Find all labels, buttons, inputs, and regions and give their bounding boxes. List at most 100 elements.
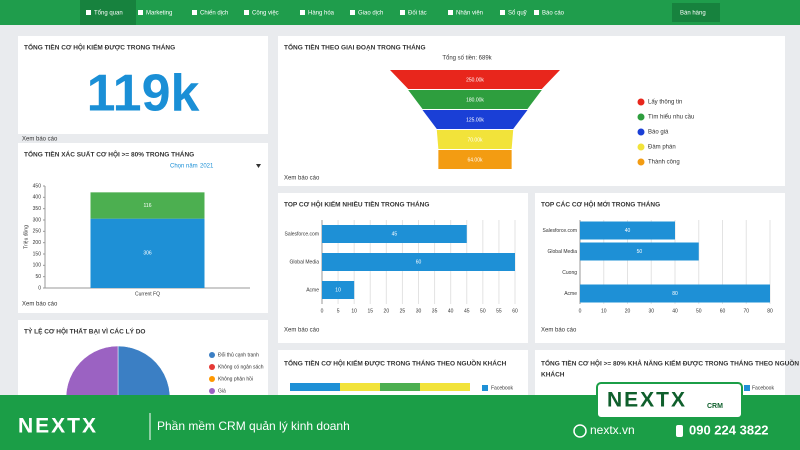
panel-title: TỔNG TIỀN CƠ HỘI KIẾM ĐƯỢC TRONG THÁNG T… (284, 358, 507, 368)
globe-icon (573, 424, 587, 438)
y-tick-label: 250 (33, 229, 42, 235)
nav-icon (534, 10, 539, 15)
nav-icon (400, 10, 405, 15)
kpi-value: 119k (87, 65, 200, 123)
select-value[interactable]: 2021 (200, 164, 214, 170)
nav-icon (300, 10, 305, 15)
nav-item[interactable]: Báo cáo (542, 11, 565, 17)
x-tick-label: 70 (743, 308, 749, 314)
nav-item[interactable]: Nhân viên (456, 11, 483, 17)
bar (322, 225, 467, 243)
badge (596, 382, 743, 419)
phone-icon (676, 425, 683, 437)
nav-icon (86, 10, 91, 15)
panel-title: KHÁCH (541, 370, 565, 379)
legend-dot (209, 352, 215, 358)
nav-item[interactable]: Công việc (252, 11, 279, 17)
legend-label: Đối thủ cạnh tranh (218, 351, 259, 358)
link[interactable]: Xem báo cáo (22, 302, 58, 308)
nav-item[interactable]: Đối tác (408, 11, 427, 17)
legend-label: Không phản hồi (218, 376, 253, 382)
legend-label: Tìm hiểu nhu cầu (648, 114, 694, 121)
y-tick-label: 350 (33, 206, 42, 212)
funnel-label: 180.00k (466, 97, 484, 103)
select-label: Chọn năm (170, 164, 198, 170)
panel-title: TOP CƠ HỘI KIẾM NHIỀU TIỀN TRONG THÁNG (284, 199, 429, 209)
y-tick-label: Cuong (562, 270, 577, 276)
panel-title: TỔNG TIỀN CƠ HỘI KIẾM ĐƯỢC TRONG THÁNG (24, 42, 175, 52)
legend-label: Facebook (491, 385, 513, 391)
nav-item[interactable]: Hàng hóa (308, 11, 335, 17)
legend-swatch (744, 385, 750, 391)
y-tick-label: 300 (33, 217, 42, 223)
nav-item[interactable]: Sổ quỹ (508, 10, 527, 17)
nav-item[interactable]: Bán hàng (680, 11, 706, 17)
link[interactable]: Xem báo cáo (284, 176, 320, 182)
legend-dot (637, 113, 645, 121)
legend-label: Facebook (752, 385, 774, 391)
x-tick-label: 35 (432, 308, 438, 314)
panel-title: TỶ LỆ CƠ HỘI THẤT BẠI VÌ CÁC LÝ DO (24, 326, 145, 336)
panel-title: TỔNG TIỀN CƠ HỘI >= 80% KHẢ NĂNG KIẾM ĐƯ… (541, 358, 799, 368)
nav-item[interactable]: Tổng quan (94, 10, 123, 17)
legend-dot (637, 128, 645, 136)
link[interactable]: Xem báo cáo (284, 328, 320, 334)
legend-label: Đàm phán (648, 145, 676, 151)
x-tick-label: 30 (416, 308, 422, 314)
x-tick-label: 10 (601, 308, 607, 314)
x-tick-label: 55 (496, 308, 502, 314)
link[interactable]: Xem báo cáo (541, 328, 577, 334)
legend-dot (637, 143, 645, 151)
bar-label: 50 (637, 249, 643, 255)
legend-label: Giá (218, 388, 226, 394)
nav-icon (350, 10, 355, 15)
x-tick-label: 80 (767, 308, 773, 314)
dynamic-layer: Tổng quan Marketing Chiến dịch Công việc Hàn… (33, 3, 774, 450)
nav-icon (448, 10, 453, 15)
nav-item[interactable]: Marketing (146, 11, 172, 17)
link[interactable]: Xem báo cáo (22, 137, 58, 143)
website[interactable]: nextx.vn (590, 423, 635, 437)
nav-right-bg (672, 3, 720, 22)
x-tick-label: 20 (384, 308, 390, 314)
x-tick-label: 0 (321, 308, 324, 314)
bar-segment (90, 192, 205, 219)
y-tick-label: Global Media (290, 259, 320, 265)
bar-label: 60 (416, 259, 422, 265)
x-tick-label: 15 (367, 308, 373, 314)
panel-title: TỔNG TIỀN THEO GIAI ĐOẠN TRONG THÁNG (284, 42, 426, 52)
x-tick-label: 50 (480, 308, 486, 314)
funnel-label: 64.00k (467, 157, 483, 163)
bar-label: 45 (392, 231, 398, 237)
y-tick-label: Global Media (548, 249, 578, 255)
x-tick-label: 10 (351, 308, 357, 314)
nav-item[interactable]: Chiến dịch (200, 11, 228, 17)
funnel-label: 250.00k (466, 77, 484, 83)
phone[interactable]: 090 224 3822 (689, 422, 769, 437)
funnel-subtitle: Tổng số tiền: 689k (442, 55, 492, 62)
x-tick-label: 60 (512, 308, 518, 314)
nav-item[interactable]: Giao dịch (358, 11, 383, 17)
legend-label: Báo giá (648, 130, 669, 136)
bar (322, 253, 515, 271)
y-tick-label: 100 (33, 263, 42, 269)
funnel-layer (436, 130, 514, 149)
bar-label: 40 (625, 228, 631, 234)
panel (278, 36, 785, 186)
panel (278, 350, 528, 400)
legend-dot (209, 388, 215, 394)
panel (535, 193, 785, 343)
tagline: Phần mềm CRM quản lý kinh doanh (157, 419, 350, 433)
x-tick-label: 25 (400, 308, 406, 314)
x-tick-label: 40 (672, 308, 678, 314)
x-tick-label: 0 (579, 308, 582, 314)
dropdown-arrow[interactable] (256, 164, 261, 168)
x-tick-label: 45 (464, 308, 470, 314)
legend-label: Lấy thông tin (648, 100, 682, 106)
y-axis-label: Triệu đồng (23, 225, 29, 249)
legend-dot (209, 364, 215, 370)
legend-label: Không có ngân sách (218, 364, 264, 370)
bar (580, 221, 675, 240)
nav-icon (244, 10, 249, 15)
